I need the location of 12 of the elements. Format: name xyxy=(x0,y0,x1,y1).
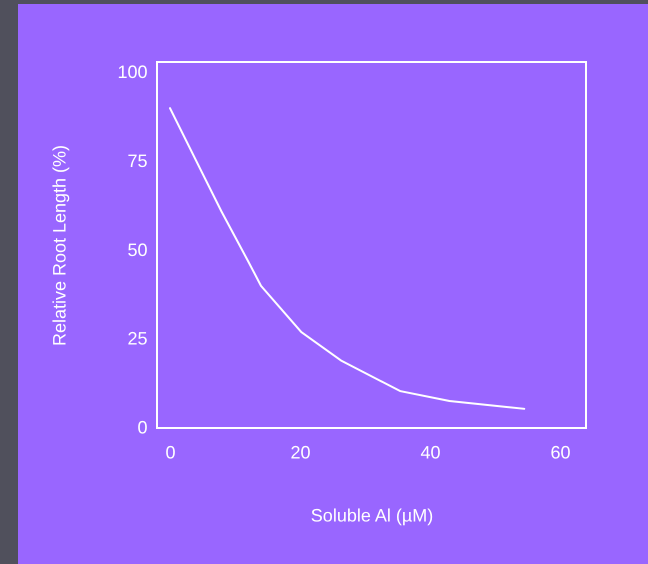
line-series xyxy=(169,107,526,410)
y-tick-label: 75 xyxy=(127,150,148,171)
x-tick-label: 0 xyxy=(165,442,176,462)
y-tick-label: 0 xyxy=(137,418,148,438)
y-tick-label: 100 xyxy=(117,62,148,82)
x-tick-label: 60 xyxy=(550,442,571,462)
x-tick-label: 20 xyxy=(290,442,311,462)
y-axis-title: Relative Root Length (%) xyxy=(49,144,70,346)
y-tick-label: 25 xyxy=(127,328,148,349)
y-tick-label: 50 xyxy=(127,240,148,260)
x-tick-label: 40 xyxy=(420,442,441,462)
x-axis-title: Soluble Al (µM) xyxy=(310,506,434,526)
